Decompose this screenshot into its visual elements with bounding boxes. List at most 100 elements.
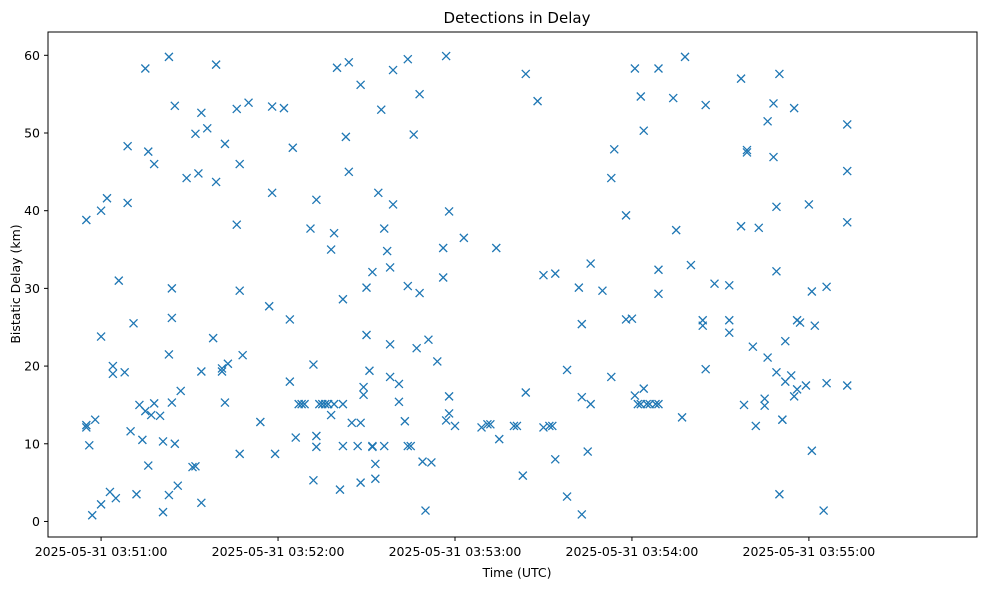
data-point <box>739 400 749 410</box>
data-point <box>742 147 752 157</box>
data-point <box>654 399 663 409</box>
data-point <box>774 69 784 79</box>
data-point <box>577 392 587 402</box>
data-point <box>356 478 366 488</box>
data-point <box>158 436 168 446</box>
data-point <box>164 349 174 359</box>
data-point <box>577 510 587 519</box>
data-point <box>771 266 781 276</box>
data-point <box>686 260 696 270</box>
x-axis-label: Time (UTC) <box>481 565 551 580</box>
data-point <box>444 391 454 401</box>
data-point <box>736 74 746 84</box>
y-tick-label: 0 <box>32 514 40 529</box>
data-point <box>842 381 852 390</box>
data-point <box>668 93 678 103</box>
data-point <box>789 103 799 113</box>
plot-frame <box>47 31 978 538</box>
data-point <box>300 399 310 409</box>
data-point <box>90 415 100 425</box>
data-point <box>87 510 97 520</box>
data-point <box>155 411 165 421</box>
x-tick-label: 2025-05-31 03:54:00 <box>566 544 699 559</box>
data-point <box>176 386 186 396</box>
data-point <box>96 206 106 216</box>
y-axis-ticks: 0 10 20 30 40 50 60 <box>24 48 48 529</box>
data-point <box>627 314 637 324</box>
data-point <box>326 245 336 254</box>
data-point <box>701 364 711 374</box>
data-point <box>444 409 454 418</box>
data-point <box>760 394 770 404</box>
data-point <box>217 363 227 373</box>
data-point <box>338 441 348 451</box>
data-point <box>376 105 386 115</box>
data-point <box>518 471 528 481</box>
data-point <box>385 262 395 272</box>
data-point <box>822 378 832 388</box>
data-point <box>415 288 425 298</box>
data-point <box>332 63 342 73</box>
data-point <box>123 141 133 151</box>
data-point <box>359 390 369 400</box>
data-point <box>235 449 245 459</box>
data-point <box>123 198 133 208</box>
data-point <box>639 126 649 136</box>
data-point <box>308 360 318 369</box>
data-point <box>232 104 242 114</box>
data-point <box>126 426 136 436</box>
data-point <box>370 474 380 484</box>
scatter-points <box>81 51 852 520</box>
data-point <box>774 489 784 499</box>
data-point <box>671 225 681 235</box>
data-point <box>288 143 298 153</box>
data-point <box>373 188 383 198</box>
data-point <box>140 406 150 416</box>
data-point <box>574 283 584 293</box>
data-point <box>822 282 832 292</box>
data-point <box>220 139 230 149</box>
data-point <box>379 441 389 451</box>
data-point <box>359 382 369 392</box>
data-point <box>654 289 663 299</box>
data-point <box>244 98 254 108</box>
data-point <box>423 335 433 345</box>
data-point <box>597 286 607 296</box>
data-point <box>539 422 548 432</box>
data-point <box>81 420 91 430</box>
data-point <box>426 457 436 467</box>
data-point <box>583 447 593 456</box>
data-point <box>191 461 200 471</box>
data-point <box>220 398 230 408</box>
data-point <box>285 315 295 324</box>
data-point <box>400 416 410 426</box>
data-point <box>329 399 339 409</box>
data-point <box>441 416 451 425</box>
data-point <box>267 102 277 112</box>
data-point <box>459 233 469 243</box>
y-tick-label: 20 <box>24 359 40 374</box>
data-point <box>642 399 652 409</box>
data-point <box>367 442 377 452</box>
data-point <box>388 65 398 75</box>
data-point <box>801 381 811 390</box>
data-point <box>403 281 413 291</box>
data-point <box>485 419 495 429</box>
data-point <box>102 193 112 203</box>
data-point <box>760 401 770 411</box>
data-point <box>438 243 448 253</box>
y-tick-label: 60 <box>24 48 40 63</box>
data-point <box>329 228 339 238</box>
data-point <box>297 399 307 409</box>
y-tick-label: 50 <box>24 126 40 141</box>
chart-title: Detections in Delay <box>444 9 591 27</box>
data-point <box>819 506 829 516</box>
data-point <box>754 223 764 233</box>
data-point <box>335 485 345 495</box>
data-point <box>544 421 554 431</box>
data-point <box>562 492 572 502</box>
data-point <box>370 459 380 469</box>
data-point <box>208 333 218 343</box>
data-point <box>367 267 377 277</box>
data-point <box>111 493 121 503</box>
